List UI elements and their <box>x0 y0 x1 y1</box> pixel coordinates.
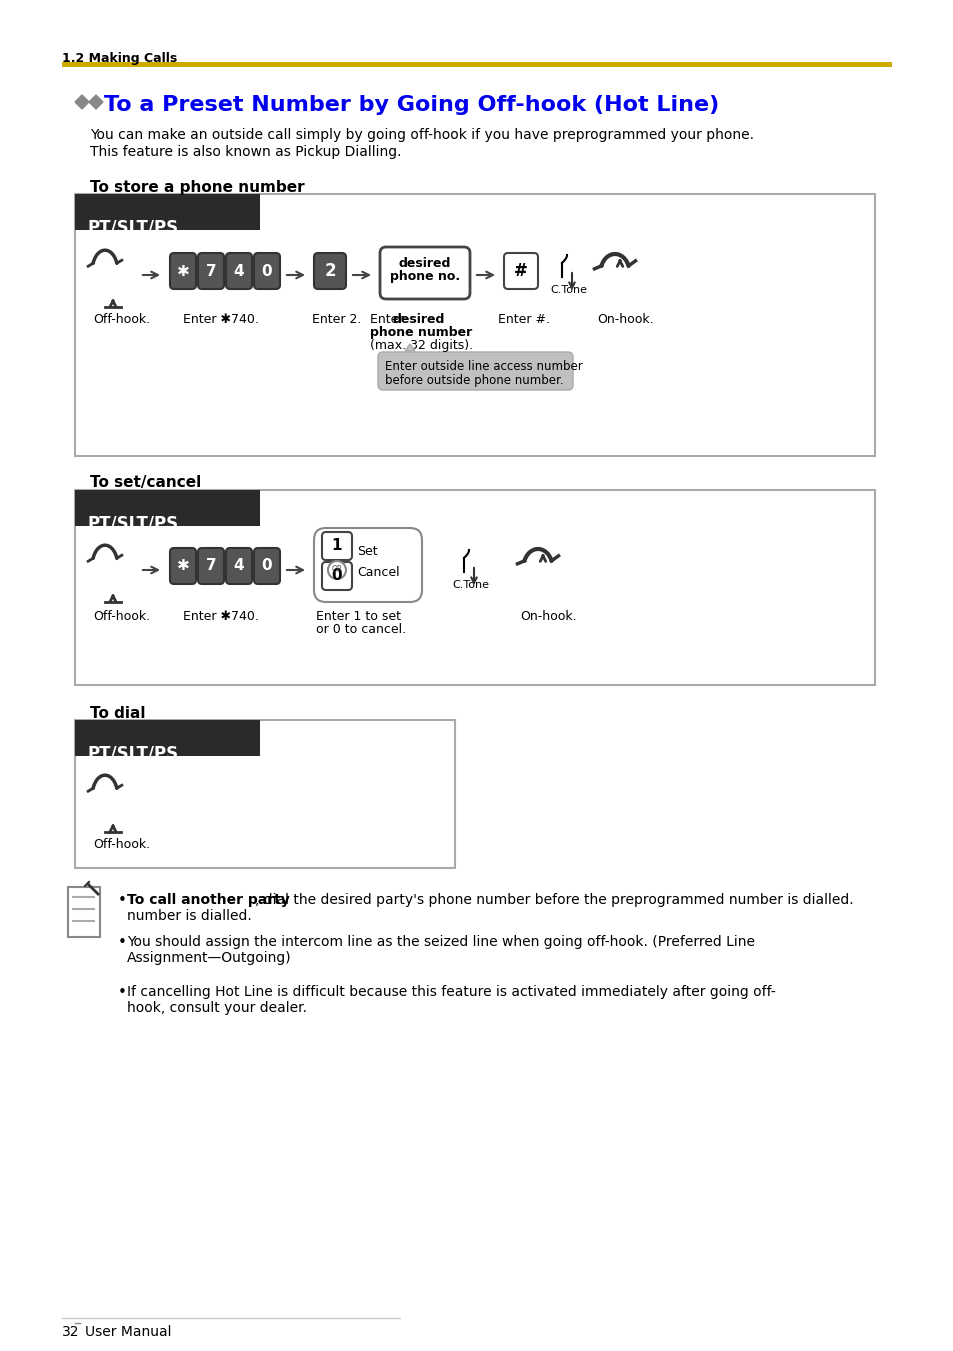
Text: C.Tone: C.Tone <box>550 285 586 295</box>
Text: Off-hook.: Off-hook. <box>92 838 150 851</box>
Text: Set: Set <box>356 544 377 558</box>
FancyBboxPatch shape <box>198 549 224 584</box>
Polygon shape <box>75 95 89 109</box>
Text: PT/SLT/PS: PT/SLT/PS <box>88 218 179 236</box>
Bar <box>75 490 874 685</box>
Text: This feature is also known as Pickup Dialling.: This feature is also known as Pickup Dia… <box>90 145 401 159</box>
Text: number is dialled.: number is dialled. <box>127 909 252 923</box>
Text: To dial: To dial <box>90 707 146 721</box>
Text: or 0 to cancel.: or 0 to cancel. <box>315 623 406 636</box>
Text: Off-hook.: Off-hook. <box>92 313 150 326</box>
Text: On-hook.: On-hook. <box>519 611 576 623</box>
Bar <box>75 490 260 526</box>
Text: #: # <box>514 262 527 280</box>
Bar <box>75 195 260 230</box>
Text: Enter 2.: Enter 2. <box>312 313 361 326</box>
FancyBboxPatch shape <box>226 253 252 289</box>
Ellipse shape <box>456 569 463 574</box>
FancyBboxPatch shape <box>170 253 195 289</box>
Text: 7: 7 <box>206 263 216 278</box>
Ellipse shape <box>554 274 561 280</box>
Text: To a Preset Number by Going Off-hook (Hot Line): To a Preset Number by Going Off-hook (Ho… <box>104 95 719 115</box>
Circle shape <box>328 561 346 580</box>
Polygon shape <box>405 345 415 351</box>
Bar <box>62 62 891 68</box>
Text: phone number: phone number <box>370 326 472 339</box>
Text: PT/SLT/PS: PT/SLT/PS <box>88 513 179 532</box>
FancyBboxPatch shape <box>253 253 280 289</box>
FancyBboxPatch shape <box>253 549 280 584</box>
Text: 2: 2 <box>324 262 335 280</box>
Polygon shape <box>89 95 103 109</box>
Text: (max. 32 digits).: (max. 32 digits). <box>370 339 473 353</box>
Text: On-hook.: On-hook. <box>597 313 653 326</box>
Text: before outside phone number.: before outside phone number. <box>385 374 563 386</box>
Text: C.Tone: C.Tone <box>452 580 489 590</box>
Text: desired: desired <box>393 313 445 326</box>
FancyBboxPatch shape <box>503 253 537 289</box>
Text: Enter: Enter <box>370 313 407 326</box>
Text: You can make an outside call simply by going off-hook if you have preprogrammed : You can make an outside call simply by g… <box>90 128 753 142</box>
Text: Enter #.: Enter #. <box>497 313 550 326</box>
Text: 0: 0 <box>261 558 272 574</box>
Text: •: • <box>118 985 127 1000</box>
Text: Cancel: Cancel <box>356 566 399 580</box>
Text: 4: 4 <box>233 263 244 278</box>
Text: 0: 0 <box>332 569 342 584</box>
Text: Off-hook.: Off-hook. <box>92 611 150 623</box>
Text: Enter ✱740.: Enter ✱740. <box>183 313 258 326</box>
Text: PT/SLT/PS: PT/SLT/PS <box>88 744 179 762</box>
FancyBboxPatch shape <box>170 549 195 584</box>
Text: 4: 4 <box>233 558 244 574</box>
FancyBboxPatch shape <box>377 353 573 390</box>
Text: You should assign the intercom line as the seized line when going off-hook. (Pre: You should assign the intercom line as t… <box>127 935 754 948</box>
Text: , dial the desired party's phone number before the preprogrammed number is diall: , dial the desired party's phone number … <box>254 893 853 907</box>
Text: To call another party: To call another party <box>127 893 290 907</box>
Text: •: • <box>118 893 127 908</box>
Text: To store a phone number: To store a phone number <box>90 180 304 195</box>
FancyBboxPatch shape <box>322 532 352 561</box>
FancyBboxPatch shape <box>379 247 470 299</box>
Text: Assignment—Outgoing): Assignment—Outgoing) <box>127 951 292 965</box>
Text: hook, consult your dealer.: hook, consult your dealer. <box>127 1001 307 1015</box>
Bar <box>68 888 100 938</box>
Text: Enter 1 to set: Enter 1 to set <box>315 611 400 623</box>
Text: User Manual: User Manual <box>85 1325 172 1339</box>
Text: 1.2 Making Calls: 1.2 Making Calls <box>62 51 177 65</box>
Text: ✱: ✱ <box>176 263 190 278</box>
Text: 32: 32 <box>62 1325 79 1339</box>
FancyBboxPatch shape <box>198 253 224 289</box>
Bar <box>75 720 260 757</box>
Text: 0: 0 <box>261 263 272 278</box>
FancyBboxPatch shape <box>314 253 346 289</box>
Text: 7: 7 <box>206 558 216 574</box>
Bar <box>75 195 874 457</box>
Bar <box>75 720 455 867</box>
Text: Enter outside line access number: Enter outside line access number <box>385 359 582 373</box>
Text: •: • <box>118 935 127 950</box>
FancyBboxPatch shape <box>314 528 421 603</box>
Text: Enter ✱740.: Enter ✱740. <box>183 611 258 623</box>
Text: desired: desired <box>398 257 451 270</box>
Text: If cancelling Hot Line is difficult because this feature is activated immediatel: If cancelling Hot Line is difficult beca… <box>127 985 775 998</box>
Text: 1: 1 <box>332 539 342 554</box>
Text: ✱: ✱ <box>176 558 190 574</box>
Text: phone no.: phone no. <box>390 270 459 282</box>
FancyBboxPatch shape <box>226 549 252 584</box>
FancyBboxPatch shape <box>322 562 352 590</box>
Text: To set/cancel: To set/cancel <box>90 476 201 490</box>
Text: OR: OR <box>331 566 342 574</box>
